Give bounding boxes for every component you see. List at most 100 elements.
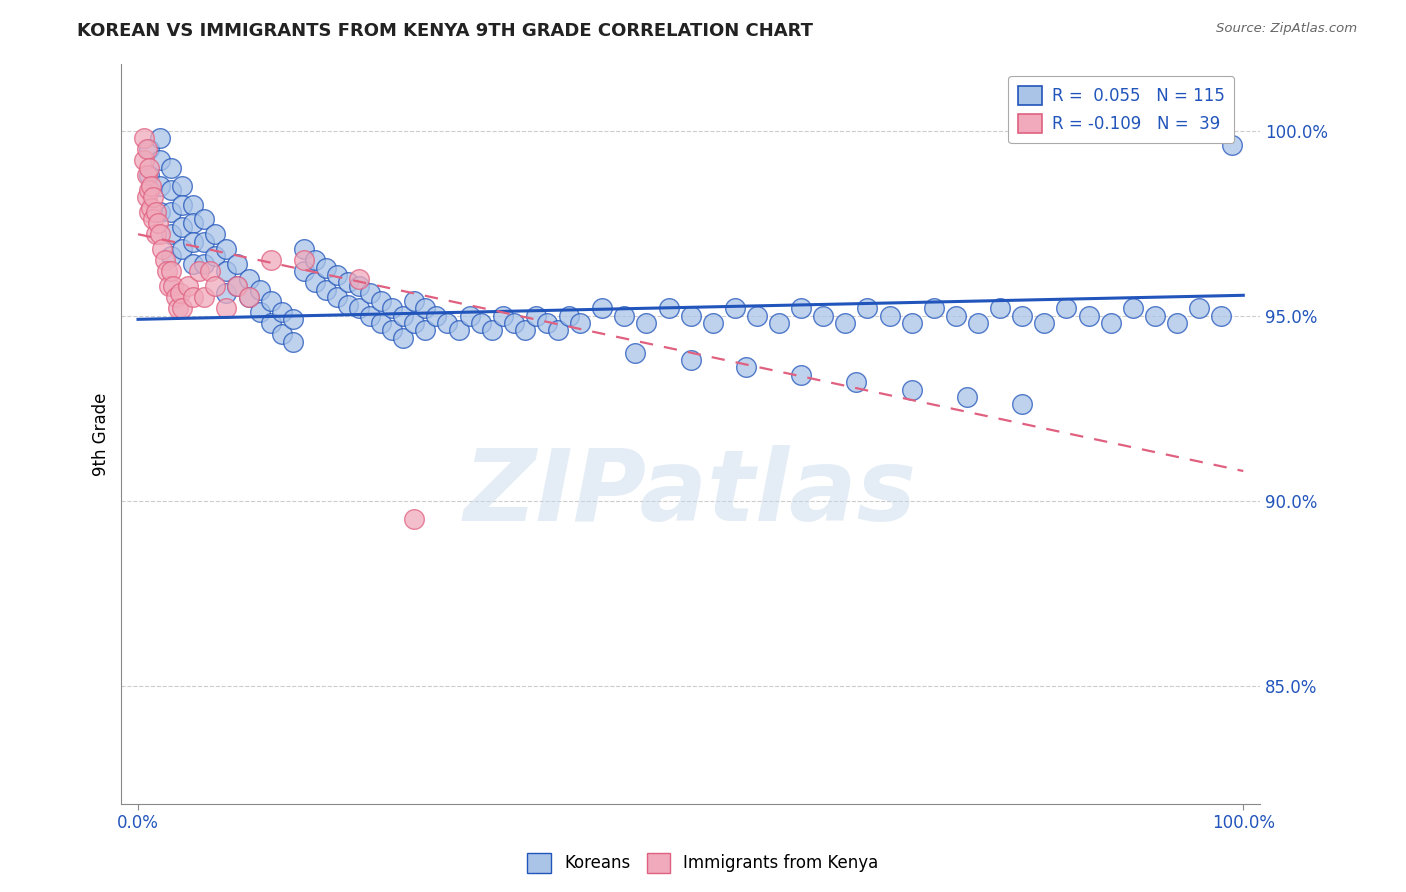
Point [1211, 309, 1233, 323]
Point [169, 286, 191, 301]
Point [238, 290, 260, 304]
Point [304, 276, 326, 290]
Point [790, 301, 813, 316]
Point [145, 227, 167, 242]
Point [404, 316, 426, 330]
Point [142, 190, 165, 204]
Point [292, 242, 315, 256]
Point [149, 205, 172, 219]
Point [259, 293, 281, 308]
Point [193, 235, 215, 249]
Point [226, 257, 249, 271]
Point [1188, 301, 1211, 316]
Point [172, 219, 194, 234]
Point [558, 309, 581, 323]
Point [177, 279, 200, 293]
Point [226, 279, 249, 293]
Point [153, 253, 176, 268]
Point [326, 268, 349, 282]
Point [359, 309, 381, 323]
Point [138, 168, 160, 182]
Point [724, 301, 747, 316]
Point [657, 301, 679, 316]
Point [381, 301, 404, 316]
Point [790, 368, 813, 382]
Point [181, 290, 204, 304]
Point [1011, 309, 1033, 323]
Point [204, 227, 226, 242]
Point [370, 293, 392, 308]
Y-axis label: 9th Grade: 9th Grade [93, 392, 110, 475]
Point [956, 390, 979, 404]
Point [845, 376, 868, 390]
Point [149, 153, 172, 168]
Point [165, 290, 187, 304]
Point [1033, 316, 1056, 330]
Point [132, 153, 155, 168]
Point [149, 131, 172, 145]
Point [193, 290, 215, 304]
Point [768, 316, 790, 330]
Point [447, 323, 470, 337]
Point [138, 205, 160, 219]
Point [436, 316, 458, 330]
Point [425, 309, 447, 323]
Point [281, 312, 304, 326]
Point [1077, 309, 1099, 323]
Point [215, 264, 238, 278]
Point [347, 271, 370, 285]
Point [172, 179, 194, 194]
Point [813, 309, 835, 323]
Point [624, 345, 647, 359]
Point [198, 264, 221, 278]
Point [900, 316, 922, 330]
Point [181, 197, 204, 211]
Point [138, 183, 160, 197]
Point [249, 305, 271, 319]
Point [259, 316, 281, 330]
Point [270, 327, 292, 342]
Point [458, 309, 481, 323]
Point [735, 360, 758, 375]
Point [304, 253, 326, 268]
Point [359, 286, 381, 301]
Point [141, 179, 163, 194]
Point [591, 301, 613, 316]
Point [856, 301, 879, 316]
Point [166, 301, 188, 316]
Point [172, 197, 194, 211]
Point [404, 293, 426, 308]
Point [679, 353, 702, 368]
Text: KOREAN VS IMMIGRANTS FROM KENYA 9TH GRADE CORRELATION CHART: KOREAN VS IMMIGRANTS FROM KENYA 9TH GRAD… [77, 22, 813, 40]
Point [204, 249, 226, 263]
Point [215, 286, 238, 301]
Point [502, 316, 524, 330]
Point [193, 257, 215, 271]
Point [172, 242, 194, 256]
Point [392, 309, 415, 323]
Point [160, 161, 183, 175]
Point [142, 212, 165, 227]
Point [1122, 301, 1144, 316]
Point [150, 242, 173, 256]
Point [238, 271, 260, 285]
Point [160, 264, 183, 278]
Legend: Koreans, Immigrants from Kenya: Koreans, Immigrants from Kenya [520, 847, 886, 880]
Point [879, 309, 901, 323]
Point [193, 212, 215, 227]
Point [524, 309, 547, 323]
Point [160, 249, 183, 263]
Point [226, 279, 249, 293]
Point [238, 290, 260, 304]
Text: Source: ZipAtlas.com: Source: ZipAtlas.com [1216, 22, 1357, 36]
Point [613, 309, 636, 323]
Point [187, 264, 209, 278]
Point [141, 202, 163, 216]
Point [988, 301, 1011, 316]
Point [181, 257, 204, 271]
Point [135, 168, 157, 182]
Legend: R =  0.055   N = 115, R = -0.109   N =  39: R = 0.055 N = 115, R = -0.109 N = 39 [1008, 76, 1234, 143]
Point [337, 297, 360, 311]
Point [679, 309, 702, 323]
Point [138, 161, 160, 175]
